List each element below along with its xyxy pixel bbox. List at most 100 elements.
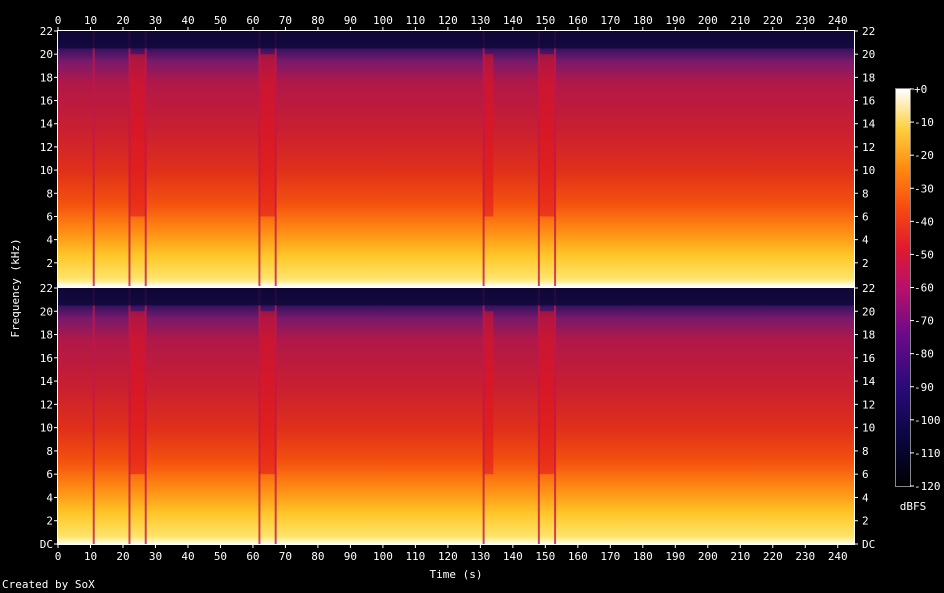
low-energy-column xyxy=(554,288,557,544)
y-axis-label: Frequency (kHz) xyxy=(9,238,22,337)
y-tick-label-left: 16 xyxy=(40,352,53,365)
colorbar-tick-label: -70 xyxy=(914,315,934,328)
x-tick-label-bottom: 40 xyxy=(181,550,194,563)
x-tick-label-bottom: 20 xyxy=(116,550,129,563)
x-tick-label-top: 120 xyxy=(438,14,458,27)
x-tick-label-bottom: 150 xyxy=(535,550,555,563)
colorbar-tick-label: -10 xyxy=(914,116,934,129)
y-tick-label-left: 2 xyxy=(46,515,53,528)
x-tick-label-bottom: 140 xyxy=(503,550,523,563)
y-tick-label-left: 6 xyxy=(46,468,53,481)
colorbar-tick-label: -100 xyxy=(914,414,941,427)
low-energy-column xyxy=(144,31,147,286)
low-energy-column xyxy=(128,288,131,544)
x-tick-label-top: 200 xyxy=(698,14,718,27)
y-tick-label-right: 8 xyxy=(862,445,869,458)
y-tick-label-right: 12 xyxy=(862,141,875,154)
low-energy-column xyxy=(258,31,261,286)
x-tick-label-top: 40 xyxy=(181,14,194,27)
y-tick-label-left: 22 xyxy=(40,25,53,38)
colorbar xyxy=(896,89,910,486)
x-tick-label-bottom: 10 xyxy=(84,550,97,563)
y-tick-label-left: 8 xyxy=(46,445,53,458)
x-tick-label-top: 90 xyxy=(344,14,357,27)
y-tick-label-right: 12 xyxy=(862,398,875,411)
colorbar-tick-label: -20 xyxy=(914,149,934,162)
x-tick-label-top: 0 xyxy=(55,14,62,27)
y-tick-label-left: 12 xyxy=(40,398,53,411)
y-tick-label-right: 22 xyxy=(862,25,875,38)
y-tick-label-right: 10 xyxy=(862,422,875,435)
low-energy-column xyxy=(92,31,95,286)
high-band-region xyxy=(538,54,556,217)
x-tick-label-top: 230 xyxy=(795,14,815,27)
y-tick-label-right: 14 xyxy=(862,118,876,131)
low-energy-column xyxy=(92,288,95,544)
x-tick-label-bottom: 240 xyxy=(828,550,848,563)
x-tick-label-top: 140 xyxy=(503,14,523,27)
low-energy-column xyxy=(482,31,485,286)
x-tick-label-top: 70 xyxy=(279,14,292,27)
y-tick-label-left: 20 xyxy=(40,48,53,61)
x-tick-label-bottom: 70 xyxy=(279,550,292,563)
x-tick-label-bottom: 120 xyxy=(438,550,458,563)
colorbar-tick-label: -50 xyxy=(914,248,934,261)
colorbar-tick-label: -30 xyxy=(914,182,934,195)
low-energy-column xyxy=(537,288,540,544)
low-energy-column xyxy=(258,288,261,544)
x-tick-label-bottom: 130 xyxy=(470,550,490,563)
y-tick-label-right: 20 xyxy=(862,305,875,318)
x-tick-label-top: 220 xyxy=(763,14,783,27)
x-tick-label-top: 100 xyxy=(373,14,393,27)
x-tick-label-bottom: 200 xyxy=(698,550,718,563)
high-band-region xyxy=(483,311,494,475)
y-tick-label-right: 18 xyxy=(862,329,875,342)
x-tick-label-bottom: 210 xyxy=(730,550,750,563)
y-tick-label-left: DC xyxy=(40,538,53,551)
y-tick-label-left: 2 xyxy=(46,257,53,270)
y-tick-label-left: 14 xyxy=(40,118,54,131)
y-tick-label-right: 4 xyxy=(862,234,869,247)
y-tick-label-left: 20 xyxy=(40,305,53,318)
high-band-region xyxy=(259,54,276,217)
low-energy-column xyxy=(144,288,147,544)
y-tick-label-right: DC xyxy=(862,538,875,551)
y-tick-label-left: 10 xyxy=(40,422,53,435)
y-tick-label-right: 4 xyxy=(862,491,869,504)
high-band-region xyxy=(483,54,494,217)
y-tick-label-left: 4 xyxy=(46,491,53,504)
footer-credit: Created by SoX xyxy=(2,578,95,591)
y-tick-label-right: 22 xyxy=(862,282,875,295)
y-tick-label-right: 8 xyxy=(862,187,869,200)
x-tick-label-top: 240 xyxy=(828,14,848,27)
low-energy-column xyxy=(274,31,277,286)
x-tick-label-top: 150 xyxy=(535,14,555,27)
colorbar-tick-label: -110 xyxy=(914,447,941,460)
y-tick-label-right: 16 xyxy=(862,95,875,108)
x-tick-label-bottom: 160 xyxy=(568,550,588,563)
y-tick-label-left: 10 xyxy=(40,164,53,177)
colorbar-tick-label: -80 xyxy=(914,348,934,361)
top-band-region xyxy=(58,31,854,49)
x-tick-label-bottom: 90 xyxy=(344,550,357,563)
high-band-region xyxy=(259,311,276,475)
x-tick-label-top: 130 xyxy=(470,14,490,27)
y-tick-label-right: 2 xyxy=(862,257,869,270)
y-tick-label-right: 2 xyxy=(862,515,869,528)
colorbar-label: dBFS xyxy=(900,500,927,513)
low-energy-column xyxy=(554,31,557,286)
colorbar-tick-label: -40 xyxy=(914,215,934,228)
y-tick-label-left: 14 xyxy=(40,375,54,388)
y-tick-label-right: 10 xyxy=(862,164,875,177)
y-tick-label-left: 18 xyxy=(40,71,53,84)
x-tick-label-top: 10 xyxy=(84,14,97,27)
x-tick-label-bottom: 30 xyxy=(149,550,162,563)
x-tick-label-bottom: 110 xyxy=(405,550,425,563)
y-tick-label-right: 20 xyxy=(862,48,875,61)
low-energy-column xyxy=(274,288,277,544)
x-tick-label-top: 50 xyxy=(214,14,227,27)
low-energy-column xyxy=(482,288,485,544)
x-tick-label-top: 160 xyxy=(568,14,588,27)
x-tick-label-bottom: 180 xyxy=(633,550,653,563)
